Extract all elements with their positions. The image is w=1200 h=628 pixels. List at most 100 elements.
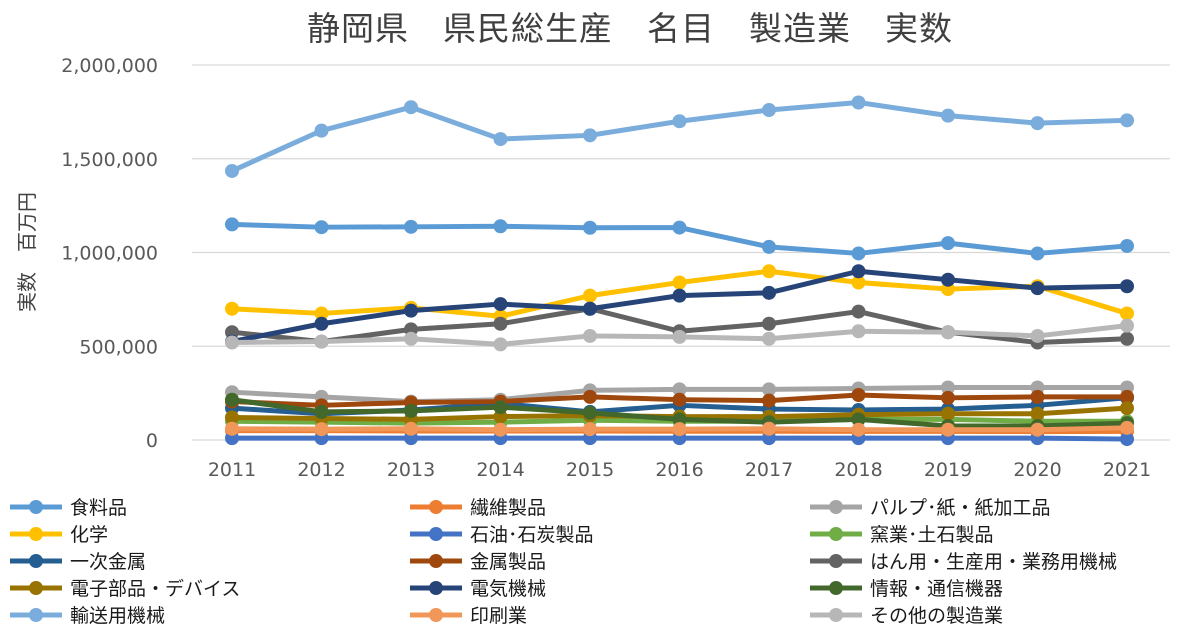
data-point (851, 388, 866, 402)
data-point (672, 422, 687, 437)
data-point (314, 334, 329, 349)
data-point (1120, 420, 1134, 435)
legend-swatch-marker (29, 500, 43, 514)
legend-swatch-marker (829, 527, 843, 541)
x-tick-label: 2021 (1103, 459, 1151, 481)
data-point (583, 128, 597, 143)
data-point (404, 421, 418, 436)
data-point (225, 335, 239, 350)
data-point (672, 220, 687, 235)
data-point (1120, 113, 1134, 128)
legend-swatch-marker (29, 608, 43, 622)
data-point (762, 285, 776, 300)
data-point (493, 316, 508, 331)
y-tick-label: 500,000 (79, 336, 158, 358)
legend-swatch-marker (829, 581, 843, 595)
data-point (314, 123, 329, 138)
data-point (404, 331, 418, 346)
data-point (762, 316, 776, 331)
data-point (225, 301, 239, 316)
x-tick-label: 2019 (924, 459, 972, 481)
data-point (493, 219, 508, 234)
x-tick-label: 2013 (387, 459, 435, 481)
legend-label: 石油･石炭製品 (470, 524, 594, 546)
legend-item: 石油･石炭製品 (410, 524, 594, 546)
x-tick-label: 2018 (834, 459, 882, 481)
data-point (762, 264, 776, 279)
y-tick-label: 0 (146, 430, 158, 452)
legend-swatch-marker (29, 581, 43, 595)
data-point (314, 316, 329, 331)
data-point (583, 288, 597, 303)
data-point (493, 422, 508, 437)
data-point (672, 392, 687, 407)
legend-item: その他の製造業 (810, 605, 1003, 627)
data-point (1030, 116, 1045, 131)
data-point (762, 421, 776, 436)
legend-item: はん用・生産用・業務用機械 (810, 551, 1117, 573)
series-lines (225, 95, 1134, 447)
legend-item: 輸送用機械 (10, 605, 165, 627)
data-point (1030, 281, 1045, 296)
data-point (1120, 389, 1134, 404)
chart-title: 静岡県 県民総生産 名目 製造業 実数 (307, 9, 953, 48)
x-tick-labels: 2011 2012 2013 2014 2015 2016 2017 2018 2019 2020… (208, 459, 1151, 481)
data-point (941, 236, 955, 251)
data-point (1030, 389, 1045, 404)
data-point (1120, 306, 1134, 321)
data-point (851, 412, 866, 427)
legend-swatch-marker (829, 554, 843, 568)
series-15 (225, 318, 1134, 352)
legend-swatch-marker (429, 581, 443, 595)
legend-item: 化学 (10, 524, 108, 546)
data-point (1120, 318, 1134, 333)
data-point (493, 400, 508, 415)
data-point (672, 329, 687, 344)
legend-label: 金属製品 (470, 551, 546, 573)
y-tick-label: 1,000,000 (61, 243, 158, 265)
legend-swatch-marker (429, 554, 443, 568)
data-point (583, 422, 597, 437)
data-point (493, 337, 508, 352)
legend-label: 輸送用機械 (70, 605, 165, 627)
legend-swatch-marker (829, 608, 843, 622)
y-tick-label: 2,000,000 (61, 55, 158, 77)
y-tick-labels: 0 500,000 1,000,000 1,500,000 2,000,000 (61, 55, 158, 452)
series-line (230, 100, 1128, 174)
data-point (225, 163, 239, 178)
legend-item: 印刷業 (410, 605, 527, 627)
data-point (941, 422, 955, 437)
legend-item: 繊維製品 (410, 497, 546, 519)
legend-label: 窯業･土石製品 (870, 524, 994, 546)
data-point (672, 288, 687, 303)
data-point (314, 306, 329, 321)
data-point (404, 219, 418, 234)
data-point (1120, 331, 1134, 346)
legend-label: 印刷業 (470, 605, 527, 627)
legend-label: 一次金属 (70, 551, 146, 573)
data-point (583, 301, 597, 316)
legend-label: パルプ･紙・紙加工品 (870, 497, 1051, 519)
data-point (314, 422, 329, 437)
data-point (672, 114, 687, 129)
data-point (672, 412, 687, 427)
data-point (225, 410, 239, 425)
data-point (851, 95, 866, 110)
data-point (225, 421, 239, 436)
data-point (1030, 422, 1045, 437)
data-point (404, 100, 418, 115)
legend-item: 電子部品・デバイス (10, 578, 240, 600)
x-tick-label: 2014 (476, 459, 524, 481)
data-point (225, 217, 239, 232)
legend-item: パルプ･紙・紙加工品 (810, 497, 1051, 519)
legend-item: 電気機械 (410, 578, 546, 600)
data-point (1120, 238, 1134, 253)
legend-label: 繊維製品 (470, 497, 546, 519)
data-point (941, 380, 955, 395)
x-tick-label: 2012 (297, 459, 345, 481)
legend-item: 一次金属 (10, 551, 146, 573)
data-point (762, 331, 776, 346)
legend-label: はん用・生産用・業務用機械 (870, 551, 1117, 573)
data-point (314, 404, 329, 419)
